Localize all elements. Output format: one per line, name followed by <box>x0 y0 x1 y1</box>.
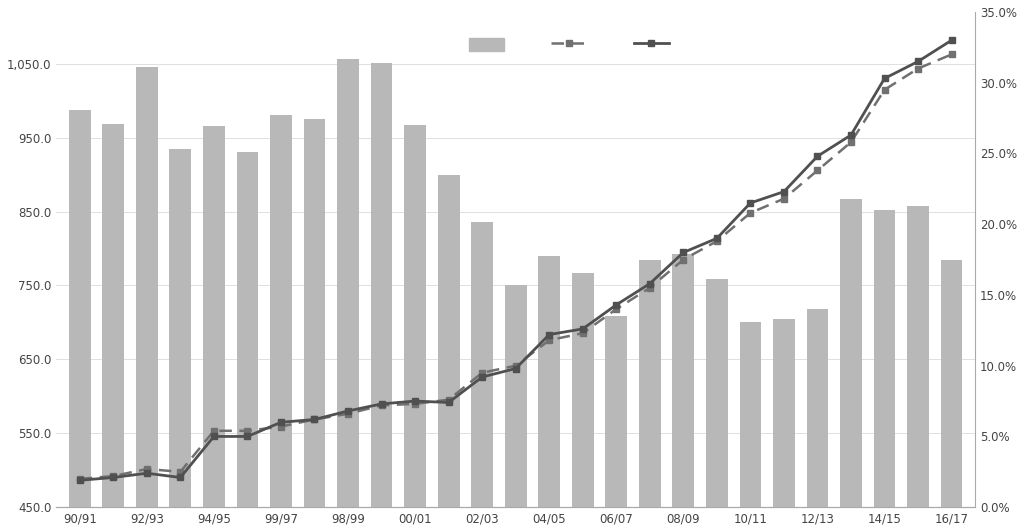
Bar <box>873 210 895 532</box>
Bar <box>237 152 258 532</box>
Bar <box>807 309 828 532</box>
Bar <box>907 206 929 532</box>
Bar <box>471 222 493 532</box>
Bar <box>773 319 795 532</box>
Bar <box>571 273 594 532</box>
Bar <box>437 174 460 532</box>
Legend: , , : , , <box>464 33 678 57</box>
Bar <box>673 254 694 532</box>
Bar <box>170 148 191 532</box>
Bar <box>739 322 761 532</box>
Bar <box>136 66 158 532</box>
Bar <box>337 59 359 532</box>
Bar <box>941 260 963 532</box>
Bar <box>69 110 91 532</box>
Bar <box>102 123 124 532</box>
Bar <box>539 256 560 532</box>
Bar <box>203 126 225 532</box>
Bar <box>303 119 326 532</box>
Bar <box>840 199 862 532</box>
Bar <box>605 317 627 532</box>
Bar <box>505 286 526 532</box>
Bar <box>270 115 292 532</box>
Bar <box>706 279 728 532</box>
Bar <box>404 125 426 532</box>
Bar <box>639 260 660 532</box>
Bar <box>371 63 392 532</box>
